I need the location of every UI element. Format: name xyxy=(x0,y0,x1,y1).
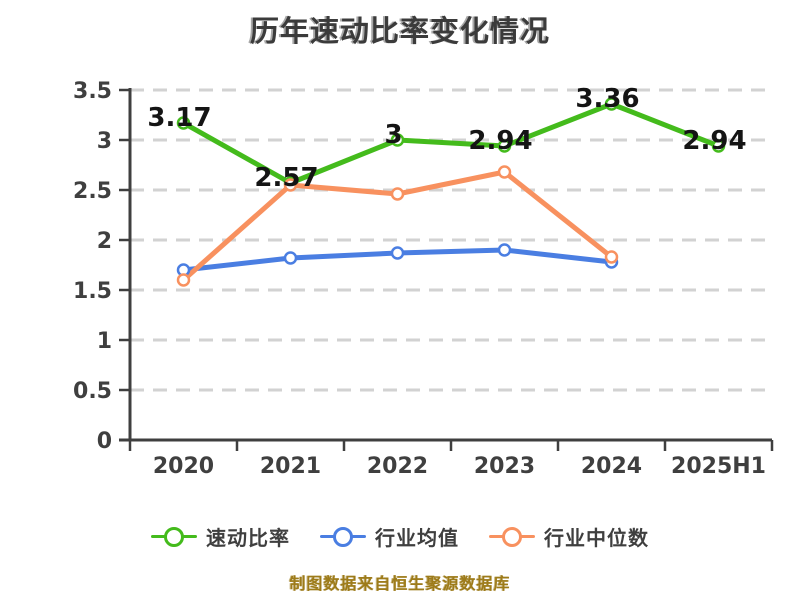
legend-item-quick-ratio[interactable]: 速动比率 xyxy=(151,522,290,551)
y-tick-label: 0.5 xyxy=(73,379,112,404)
x-tick-label: 2023 xyxy=(474,454,535,479)
data-point-marker xyxy=(176,116,191,130)
value-label: 2.94 xyxy=(682,126,746,156)
y-tick-label: 3.5 xyxy=(73,79,112,104)
y-tick-label: 3 xyxy=(97,129,112,154)
data-point-marker xyxy=(604,250,619,264)
chart-legend: 速动比率 行业均值 行业中位数 xyxy=(0,522,800,551)
legend-line-marker-icon xyxy=(320,526,366,548)
x-tick-label: 2024 xyxy=(581,454,642,479)
legend-label: 行业中位数 xyxy=(544,526,649,550)
chart-title: 历年速动比率变化情况 xyxy=(249,14,550,48)
data-point-marker xyxy=(283,178,298,192)
series-line xyxy=(181,101,721,186)
x-tick-label: 2020 xyxy=(153,454,214,479)
value-label: 3 xyxy=(384,120,402,150)
data-point-marker xyxy=(390,187,405,201)
legend-label: 速动比率 xyxy=(206,526,290,550)
data-point-marker xyxy=(283,251,298,265)
legend-line-marker-icon xyxy=(489,526,535,548)
legend-line-marker-icon xyxy=(151,526,197,548)
data-point-marker xyxy=(497,139,512,153)
data-point-marker xyxy=(497,165,512,179)
value-label: 2.94 xyxy=(468,126,532,156)
legend-item-industry-average[interactable]: 行业均值 xyxy=(320,522,459,551)
x-tick-label: 2025H1 xyxy=(671,454,766,479)
y-tick-label: 0 xyxy=(97,429,112,454)
value-label: 2.57 xyxy=(254,163,318,193)
data-point-marker xyxy=(711,139,726,153)
y-tick-label: 2.5 xyxy=(73,179,112,204)
y-tick-label: 1.5 xyxy=(73,279,112,304)
x-tick-label: 2021 xyxy=(260,454,321,479)
data-point-marker xyxy=(176,273,191,287)
legend-item-industry-median[interactable]: 行业中位数 xyxy=(489,522,649,551)
data-source-note: 制图数据来自恒生聚源数据库 xyxy=(289,574,511,593)
x-tick-label: 2022 xyxy=(367,454,428,479)
legend-label: 行业均值 xyxy=(375,526,459,550)
data-point-marker xyxy=(390,133,405,147)
data-point-marker xyxy=(604,97,619,111)
y-tick-label: 1 xyxy=(97,329,112,354)
value-label: 3.17 xyxy=(147,103,211,133)
value-label: 3.36 xyxy=(575,84,639,114)
data-point-marker xyxy=(497,243,512,257)
data-point-marker xyxy=(390,246,405,260)
y-tick-label: 2 xyxy=(97,229,112,254)
